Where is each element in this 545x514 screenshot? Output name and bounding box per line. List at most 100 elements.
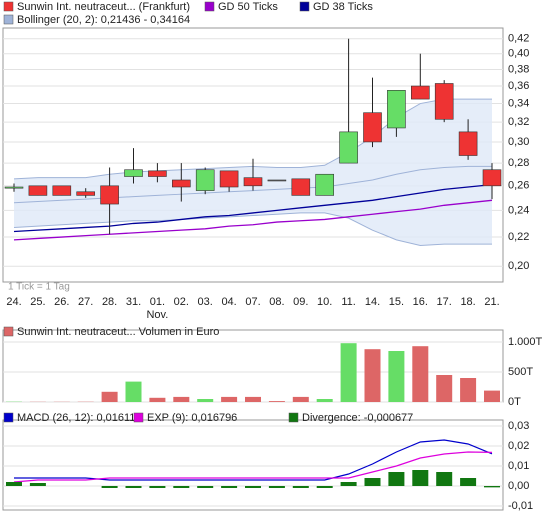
y-tick-label: 0,03 bbox=[508, 420, 529, 432]
divergence-bar bbox=[436, 472, 453, 486]
x-sublabel: Nov. bbox=[146, 309, 168, 321]
legend-label: GD 38 Ticks bbox=[313, 1, 373, 13]
x-tick-label: 24. bbox=[6, 296, 21, 308]
divergence-bar bbox=[412, 470, 429, 486]
candle-body bbox=[124, 169, 143, 177]
volume-bar bbox=[436, 375, 453, 402]
x-tick-label: 04. bbox=[221, 296, 236, 308]
y-tick-label: 0,24 bbox=[508, 204, 529, 216]
divergence-bar bbox=[388, 472, 405, 486]
candle-body bbox=[76, 191, 95, 196]
divergence-bar bbox=[221, 486, 238, 488]
candle-body bbox=[52, 185, 72, 196]
y-tick-label: 0T bbox=[508, 396, 521, 408]
y-tick-label: 0,01 bbox=[508, 460, 529, 472]
x-tick-label: 15. bbox=[389, 296, 404, 308]
volume-bar bbox=[484, 390, 500, 402]
legend-label: Divergence: -0,000677 bbox=[302, 412, 413, 424]
y-tick-label: 500T bbox=[508, 366, 533, 378]
candle-body bbox=[363, 112, 382, 143]
macd-frame bbox=[2, 419, 504, 511]
legend-label: MACD (26, 12): 0,016119 bbox=[17, 412, 142, 424]
y-tick-label: 1.000T bbox=[508, 336, 543, 348]
legend-swatch bbox=[3, 326, 14, 337]
legend-label: Sunwin Int. neutraceut... (Frankfurt) bbox=[17, 1, 190, 13]
volume-bar bbox=[292, 396, 309, 402]
candle-body bbox=[410, 85, 430, 100]
y-tick-label: 0,38 bbox=[508, 63, 529, 75]
x-tick-label: 09. bbox=[293, 296, 308, 308]
volume-bar bbox=[364, 349, 381, 402]
x-tick-label: 28. bbox=[102, 296, 117, 308]
volume-bar bbox=[221, 396, 238, 402]
legend-label: Sunwin Int. neutraceut... Volumen in Eur… bbox=[17, 326, 219, 338]
y-tick-label: 0,28 bbox=[508, 157, 529, 169]
divergence-bar bbox=[173, 486, 190, 488]
legend-swatch bbox=[299, 1, 310, 12]
y-tick-label: 0,40 bbox=[508, 48, 529, 60]
volume-bar bbox=[125, 381, 142, 402]
divergence-bar bbox=[125, 486, 142, 488]
divergence-bar bbox=[6, 482, 22, 486]
volume-bar bbox=[460, 378, 477, 402]
y-tick-label: 0,30 bbox=[508, 136, 529, 148]
candle-body bbox=[100, 185, 119, 205]
legend-swatch bbox=[3, 1, 14, 12]
y-tick-label: 0,36 bbox=[508, 80, 529, 92]
x-tick-label: 08. bbox=[269, 296, 284, 308]
y-tick-label: 0,26 bbox=[508, 180, 529, 192]
candle-body bbox=[172, 179, 191, 188]
divergence-bar bbox=[364, 478, 381, 486]
divergence-bar bbox=[101, 486, 118, 488]
candle-body bbox=[243, 177, 263, 187]
y-tick-label: 0,20 bbox=[508, 260, 529, 272]
x-tick-label: 31. bbox=[126, 296, 141, 308]
legend-label: GD 50 Ticks bbox=[218, 1, 278, 13]
divergence-bar bbox=[292, 486, 309, 488]
candle-body bbox=[434, 83, 454, 120]
volume-bar bbox=[197, 399, 214, 402]
x-tick-label: 26. bbox=[54, 296, 69, 308]
volume-bar bbox=[268, 401, 285, 402]
y-tick-label: 0,32 bbox=[508, 116, 529, 128]
volume-bar bbox=[173, 396, 190, 402]
volume-bar bbox=[245, 396, 261, 402]
x-tick-label: 27. bbox=[78, 296, 93, 308]
legend-swatch bbox=[204, 1, 215, 12]
x-tick-label: 18. bbox=[460, 296, 475, 308]
divergence-bar bbox=[340, 482, 357, 486]
legend-label: Bollinger (20, 2): 0,21436 - 0,34164 bbox=[17, 14, 190, 26]
candle-body bbox=[482, 169, 502, 187]
bollinger-lower bbox=[13, 212, 492, 247]
divergence-bar bbox=[245, 486, 261, 488]
candle-body bbox=[4, 186, 24, 189]
divergence-bar bbox=[149, 486, 166, 488]
candle-body bbox=[219, 170, 239, 188]
candle-body bbox=[387, 90, 406, 129]
candle-body bbox=[291, 178, 311, 196]
candle-body bbox=[267, 179, 287, 182]
x-tick-label: 17. bbox=[437, 296, 452, 308]
candle-body bbox=[28, 185, 48, 196]
x-tick-label: 10. bbox=[317, 296, 332, 308]
x-tick-label: 14. bbox=[365, 296, 380, 308]
x-tick-label: 16. bbox=[413, 296, 428, 308]
x-tick-label: 01. bbox=[150, 296, 165, 308]
y-tick-label: 0,00 bbox=[508, 480, 529, 492]
x-tick-label: 21. bbox=[484, 296, 499, 308]
y-tick-label: 0,34 bbox=[508, 97, 529, 109]
volume-bar bbox=[101, 391, 118, 402]
divergence-bar bbox=[316, 486, 333, 488]
legend-swatch bbox=[3, 14, 14, 25]
y-tick-label: 0,22 bbox=[508, 231, 529, 243]
y-tick-label: 0,42 bbox=[508, 33, 529, 45]
divergence-bar bbox=[29, 483, 46, 486]
candle-body bbox=[458, 131, 478, 156]
x-tick-label: 11. bbox=[341, 296, 355, 308]
legend-label: EXP (9): 0,016796 bbox=[147, 412, 237, 424]
candle-body bbox=[339, 131, 358, 164]
price-frame bbox=[2, 27, 504, 283]
volume-bar bbox=[340, 343, 357, 402]
divergence-bar bbox=[268, 486, 285, 488]
